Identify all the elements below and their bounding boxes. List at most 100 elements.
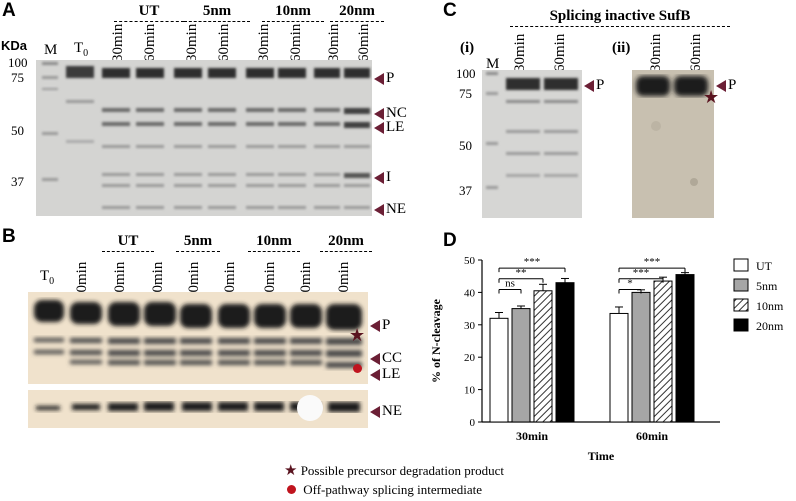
lane-m-a: M: [44, 42, 58, 58]
band-ne-b: NE: [370, 404, 402, 419]
arrow-icon: [374, 203, 384, 216]
kda-label: KDa: [1, 38, 28, 53]
y-tick-label: 40: [464, 287, 476, 299]
legend-dot-row: Off-pathway splicing intermediate: [287, 482, 482, 498]
mw-75-c: 75: [459, 86, 472, 101]
mw-50-c: 50: [459, 138, 472, 153]
mw-100-a: 100: [8, 55, 28, 70]
bar-5nm-60min: [631, 291, 651, 423]
panel-c-label: C: [443, 0, 457, 21]
lane-time-a-8: 60min: [356, 23, 372, 62]
significance-label: ***: [644, 256, 661, 268]
group-5nm-a: 5nm: [184, 3, 250, 22]
mw-50-a: 50: [11, 123, 24, 138]
band-p-c-ii: P: [716, 78, 736, 93]
panel-a-label: A: [2, 0, 16, 21]
bar-20nm-30min: [555, 282, 575, 423]
y-tick-label: 50: [464, 255, 476, 267]
blot-b-ne: [28, 390, 368, 428]
arrow-icon: [374, 171, 384, 184]
legend-swatch-5nm: [733, 278, 749, 292]
group-20nm-b: 20nm: [320, 233, 372, 252]
band-p-a: P: [374, 71, 394, 86]
legend-label-20nm: 20nm: [756, 319, 784, 333]
arrow-icon: [716, 79, 726, 92]
band-nc-a: NC: [374, 106, 407, 121]
significance-label: **: [516, 267, 527, 279]
lane-time-c-2: 60min: [552, 33, 568, 72]
lane-time-a-7: 30min: [326, 23, 342, 62]
y-axis-label: % of N-cleavage: [429, 298, 443, 383]
group-5nm-b: 5nm: [176, 233, 220, 252]
bar-ut-30min: [489, 317, 509, 423]
arrow-icon: [374, 107, 384, 120]
arrow-icon: [584, 79, 594, 92]
y-tick-label: 0: [470, 417, 476, 429]
arrow-icon: [374, 72, 384, 85]
arrow-icon: [374, 121, 384, 134]
gel-c-i: [482, 70, 582, 218]
n-cleavage-chart: 0 10 20 30 40 50 % of N-cleavage Time 30min 60min…: [429, 255, 784, 463]
lane-time-c-4: 60min: [688, 33, 704, 72]
band-i-a: I: [374, 170, 391, 185]
group-10nm-b: 10nm: [248, 233, 300, 252]
gel-a: [36, 60, 372, 216]
significance-label: ***: [524, 256, 541, 268]
lane-time-a-3: 30min: [184, 23, 200, 62]
lane-time-a-2: 60min: [142, 23, 158, 62]
dot-marker-b: [353, 364, 362, 373]
arrow-icon: [370, 319, 380, 332]
star-marker-b: ★: [349, 325, 366, 345]
legend-star-text: Possible precursor degradation product: [300, 463, 504, 478]
group-ut-a: UT: [114, 3, 184, 22]
legend-label-5nm: 5nm: [756, 279, 778, 293]
legend-swatch-ut: [733, 258, 749, 272]
x-axis-label: Time: [588, 449, 615, 463]
arrow-icon: [370, 368, 380, 381]
star-icon: ★: [284, 463, 298, 479]
panel-b-label: B: [2, 226, 16, 247]
band-cc-b: CC: [370, 351, 402, 366]
star-marker-c: ★: [703, 87, 720, 107]
band-le-a: LE: [374, 120, 404, 135]
band-p-b: P: [370, 318, 390, 333]
arrow-icon: [370, 352, 380, 365]
category-label: 60min: [636, 429, 668, 443]
sub-ii: (ii): [612, 40, 631, 56]
panel-d-label: D: [443, 230, 457, 251]
significance-label: ns: [505, 277, 515, 289]
legend-star-row: ★ Possible precursor degradation product: [284, 461, 504, 480]
lane-time-a-1: 30min: [110, 23, 126, 62]
arrow-icon: [370, 405, 380, 418]
lane-t0-b: T0: [40, 268, 55, 287]
lane-m-c: M: [486, 56, 500, 72]
mw-75-a: 75: [11, 70, 24, 85]
legend-swatch-20nm: [733, 318, 749, 332]
bar-20nm-60min: [675, 274, 695, 423]
bar-5nm-30min: [511, 308, 531, 423]
bar-10nm-30min: [533, 290, 553, 423]
group-10nm-a: 10nm: [262, 3, 324, 22]
lane-time-a-4: 60min: [216, 23, 232, 62]
bar-10nm-60min: [653, 280, 673, 423]
group-ut-b: UT: [102, 233, 154, 252]
y-tick-label: 10: [464, 385, 476, 397]
y-tick-label: 20: [464, 352, 476, 364]
lane-time-a-6: 60min: [288, 23, 304, 62]
lane-time-a-5: 30min: [256, 23, 272, 62]
blot-b-main: [28, 292, 368, 384]
significance-label: *: [627, 277, 633, 289]
lane-time-c-1: 30min: [512, 33, 528, 72]
mw-37-c: 37: [459, 183, 472, 198]
legend-label-10nm: 10nm: [756, 299, 784, 313]
legend-dot-text: Off-pathway splicing intermediate: [303, 482, 483, 497]
legend-label-ut: UT: [756, 259, 773, 273]
blot-c-ii: [632, 70, 714, 218]
sub-i: (i): [460, 40, 475, 56]
bar-ut-60min: [609, 312, 629, 423]
band-le-b: LE: [370, 367, 400, 382]
mw-37-a: 37: [11, 174, 24, 189]
group-20nm-a: 20nm: [330, 3, 384, 22]
y-tick-label: 30: [464, 320, 476, 332]
band-ne-a: NE: [374, 202, 406, 217]
